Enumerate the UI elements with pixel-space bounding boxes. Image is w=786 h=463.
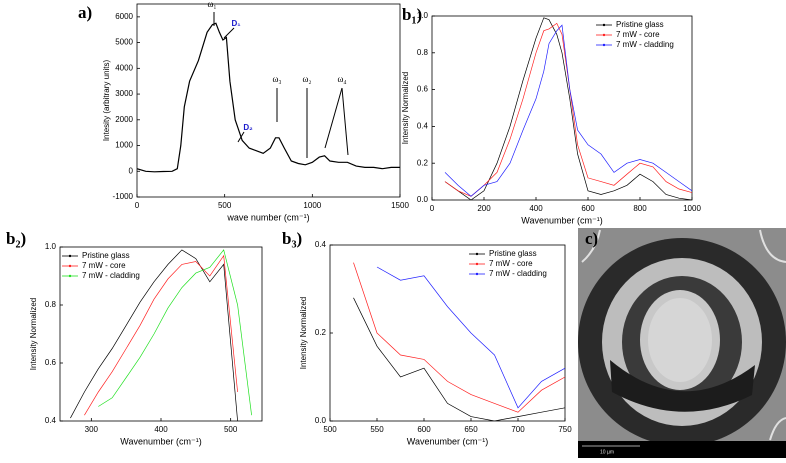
data-line [353, 262, 565, 413]
y-tick-label: 0.6 [417, 85, 429, 94]
annotation: ω₄ [337, 74, 346, 84]
legend-label: 7 mW - core [616, 30, 660, 39]
x-tick-label: 300 [85, 425, 99, 434]
x-tick-label: 200 [477, 204, 491, 213]
x-tick-label: 500 [218, 201, 232, 210]
legend-marker [68, 264, 72, 268]
y-tick-label: 0.4 [315, 240, 327, 249]
annotation: ω₂ [302, 74, 311, 84]
legend-label: 7 mW - cladding [489, 269, 547, 278]
plot-frame [431, 15, 693, 201]
x-axis-label: wave number (cm⁻¹) [226, 212, 309, 222]
legend-marker [602, 43, 606, 47]
x-tick-label: 500 [323, 425, 337, 434]
y-tick-label: 0.2 [417, 158, 429, 167]
legend-marker [602, 33, 606, 37]
x-tick-label: 650 [464, 425, 478, 434]
x-tick-label: 400 [154, 425, 168, 434]
data-line [444, 22, 692, 197]
x-tick-label: 1000 [683, 204, 701, 213]
data-line [70, 249, 238, 421]
sem-image [578, 228, 786, 458]
y-tick-label: 0.2 [315, 328, 327, 337]
data-line [353, 297, 565, 421]
y-tick-label: 0.8 [45, 300, 57, 309]
x-tick-label: 700 [511, 425, 525, 434]
annotation: D₁ [231, 19, 241, 28]
panel-label: a) [78, 3, 92, 22]
annotation-arrow [324, 87, 343, 149]
legend-label: Pristine glass [489, 249, 537, 258]
x-axis-label: Wavenumber (cm⁻¹) [407, 436, 488, 446]
x-tick-label: 1500 [391, 201, 409, 210]
legend-marker [68, 254, 72, 258]
data-line [98, 249, 252, 416]
legend-label: Pristine glass [616, 20, 664, 29]
y-axis-label: Intensity Normalized [29, 298, 38, 370]
legend-marker [602, 23, 606, 27]
panel-label: b₂) [6, 229, 26, 248]
data-line [137, 22, 400, 173]
y-tick-label: 5000 [115, 38, 133, 47]
annotation: ω₁ [207, 0, 216, 9]
plot-frame [136, 3, 401, 198]
y-axis-label: Intesity (arbitrary units) [102, 59, 111, 141]
y-tick-label: 6000 [115, 12, 133, 21]
y-tick-label: 0.8 [417, 48, 429, 57]
annotation: D₂ [243, 123, 253, 132]
y-axis-label: Intensity Normalized [401, 72, 410, 144]
legend-marker [475, 262, 479, 266]
x-tick-label: 550 [370, 425, 384, 434]
x-tick-label: 600 [581, 204, 595, 213]
legend-label: 7 mW - core [82, 261, 126, 270]
x-tick-label: 750 [558, 425, 572, 434]
y-tick-label: 0.4 [45, 416, 57, 425]
data-line [376, 266, 565, 409]
y-tick-label: 0.6 [45, 358, 57, 367]
x-axis-label: Wavenumber (cm⁻¹) [120, 436, 201, 446]
legend-marker [68, 274, 72, 278]
y-tick-label: 0.0 [315, 416, 327, 425]
y-tick-label: 0.0 [417, 195, 429, 204]
data-line [84, 254, 238, 416]
annotation: ω₃ [272, 74, 281, 84]
annotation-arrow [223, 27, 235, 39]
data-line [444, 17, 692, 200]
panel-label: b₃) [282, 229, 302, 248]
x-tick-label: 500 [224, 425, 238, 434]
legend-marker [475, 252, 479, 256]
y-axis-label: Intensity Normalized [299, 297, 308, 369]
x-tick-label: 400 [529, 204, 543, 213]
y-tick-label: 2000 [115, 115, 133, 124]
panel-label: b₁) [402, 5, 422, 24]
x-tick-label: 600 [417, 425, 431, 434]
x-tick-label: 0 [430, 204, 435, 213]
annotation-arrow [341, 87, 349, 156]
y-tick-label: 3000 [115, 89, 133, 98]
data-line [444, 24, 692, 197]
y-tick-label: 4000 [115, 63, 133, 72]
y-tick-label: -1000 [113, 192, 134, 201]
legend-label: 7 mW - core [489, 259, 533, 268]
legend-label: 7 mW - cladding [616, 40, 674, 49]
y-tick-label: 0 [129, 166, 134, 175]
x-tick-label: 0 [135, 201, 140, 210]
legend-marker [475, 272, 479, 276]
y-tick-label: 1.0 [45, 242, 57, 251]
y-tick-label: 0.4 [417, 122, 429, 131]
x-axis-label: Wavenumber (cm⁻¹) [521, 215, 602, 225]
x-tick-label: 1000 [303, 201, 321, 210]
x-tick-label: 800 [633, 204, 647, 213]
legend-label: 7 mW - cladding [82, 271, 140, 280]
panel-label: c) [585, 229, 598, 248]
scale-bar-label: 10 µm [600, 449, 614, 455]
annotation-arrow [237, 131, 245, 143]
y-tick-label: 1000 [115, 141, 133, 150]
legend-label: Pristine glass [82, 251, 130, 260]
y-tick-label: 1.0 [417, 11, 429, 20]
